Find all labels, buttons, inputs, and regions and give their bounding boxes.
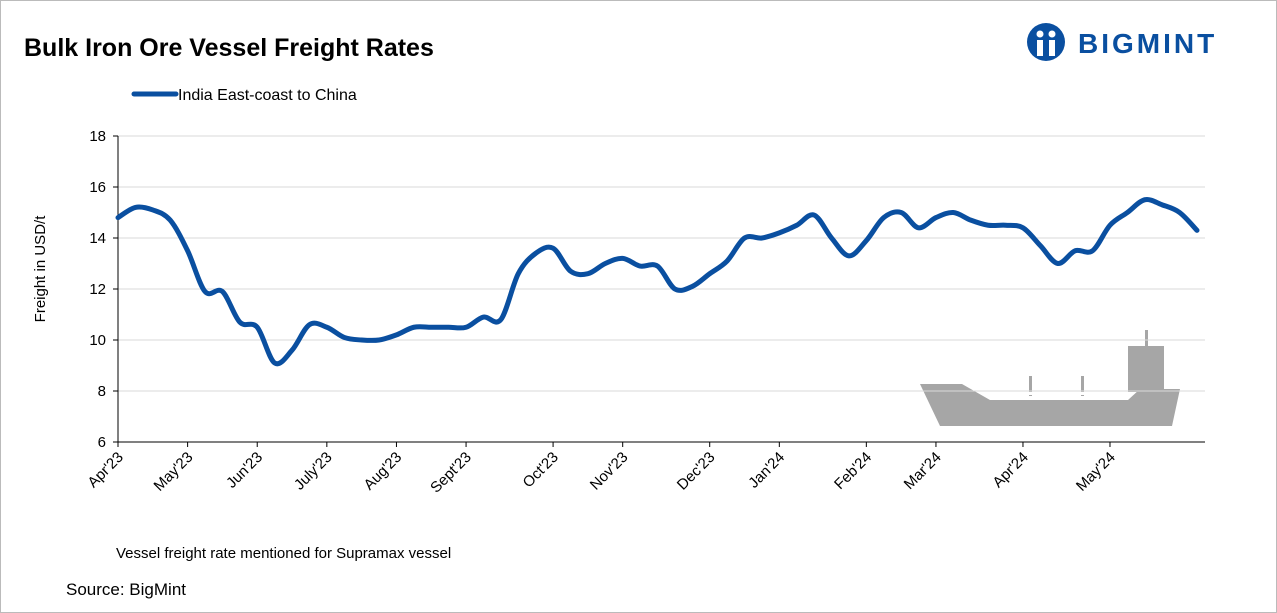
logo: BIGMINT (1027, 23, 1217, 61)
y-tick-label: 16 (89, 179, 106, 196)
legend-label: India East-coast to China (178, 87, 357, 104)
y-tick-label: 12 (89, 281, 106, 298)
y-axis-label: Freight in USD/t (32, 215, 49, 323)
chart-title: Bulk Iron Ore Vessel Freight Rates (24, 34, 434, 62)
source: Source: BigMint (66, 580, 186, 599)
y-tick-label: 10 (89, 332, 106, 349)
y-tick-label: 6 (98, 434, 106, 451)
y-tick-label: 18 (89, 128, 106, 145)
y-tick-label: 8 (98, 383, 106, 400)
line (115, 197, 1200, 367)
y-tick-label: 14 (89, 230, 106, 247)
ship-illustration (920, 330, 1180, 426)
logo-text: BIGMINT (1078, 28, 1217, 59)
footnote: Vessel freight rate mentioned for Supram… (116, 545, 451, 562)
